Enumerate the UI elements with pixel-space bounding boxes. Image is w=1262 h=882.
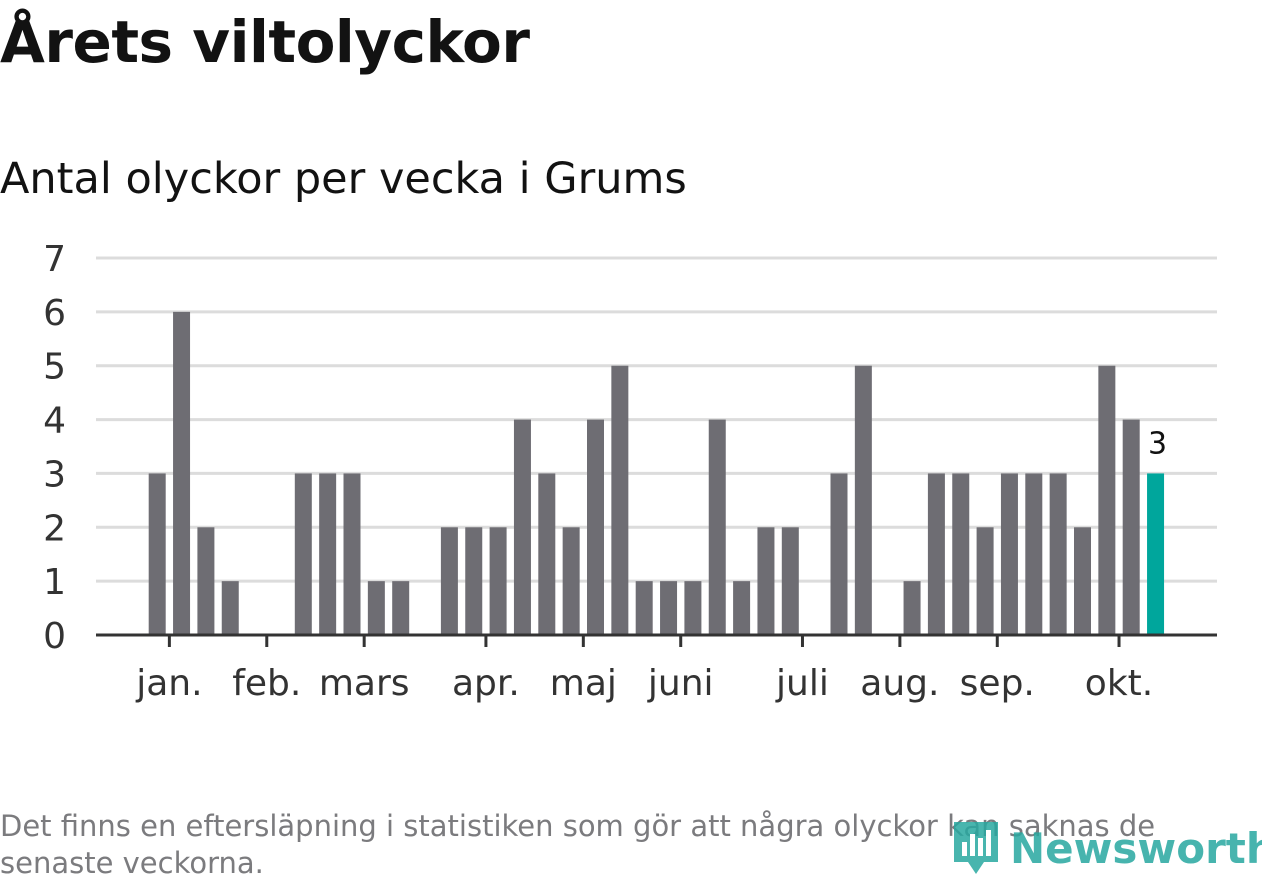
bar-week-41	[1074, 527, 1091, 635]
bar-week-43	[1122, 419, 1140, 635]
bar-week-9	[294, 473, 312, 635]
bar-week-23	[635, 581, 653, 635]
x-tick-label: mars	[319, 663, 410, 704]
x-tick-label: jan.	[135, 663, 202, 704]
x-tick-label: okt.	[1085, 663, 1153, 704]
x-tick-label: sep.	[960, 663, 1035, 704]
bar-week-32	[854, 365, 872, 635]
bar-week-42	[1098, 365, 1116, 635]
bar-week-27	[733, 581, 751, 635]
bar-week-19	[538, 473, 556, 635]
y-tick-label: 2	[43, 508, 66, 549]
y-tick-label: 5	[43, 347, 66, 388]
y-tick-label: 4	[43, 401, 66, 442]
bar-week-39	[1025, 473, 1043, 635]
bar-week-16	[465, 527, 483, 635]
bar-week-26	[708, 419, 726, 635]
bar-week-18	[513, 419, 531, 635]
bar-week-15	[440, 527, 458, 635]
bar-week-29	[781, 527, 799, 635]
bar-week-12	[367, 581, 385, 635]
x-tick-label: apr.	[452, 663, 520, 704]
bar-week-11	[343, 473, 361, 635]
bar-chart: 0 1 2 3 4 5 6 7 3 jan. feb. mars apr. maj juni juli au…	[43, 239, 1217, 704]
y-tick-label: 1	[43, 562, 66, 603]
y-tick-label: 7	[43, 239, 66, 280]
bar-week-37	[976, 527, 994, 635]
y-tick-label: 3	[43, 454, 66, 495]
x-tick-label: maj	[550, 663, 617, 704]
chart-subtitle: Antal olyckor per vecka i Grums	[0, 154, 687, 204]
bar-week-20	[562, 527, 580, 635]
chart-title: Årets viltolyckor	[0, 8, 530, 76]
bar-week-36	[952, 473, 970, 635]
highlight-value-label: 3	[1148, 426, 1167, 461]
bar-week-22	[611, 365, 629, 635]
x-tick-label: juli	[775, 663, 829, 704]
bar-week-24	[660, 581, 678, 635]
bar-week-31	[830, 473, 848, 635]
y-tick-label: 6	[43, 293, 66, 334]
bar-week-6	[221, 581, 239, 635]
x-tick-label: aug.	[860, 663, 939, 704]
y-tick-label: 0	[43, 616, 66, 657]
y-axis-ticks: 0 1 2 3 4 5 6 7	[43, 239, 66, 657]
bar-week-40	[1049, 473, 1067, 635]
bar-week-5	[197, 527, 215, 635]
bar-highlight-week-44	[1147, 473, 1165, 635]
bar-week-35	[927, 473, 945, 635]
bar-week-3	[148, 473, 166, 635]
bar-week-25	[684, 581, 702, 635]
bar-week-21	[587, 419, 604, 635]
x-axis: jan. feb. mars apr. maj juni juli aug. sep. okt.	[96, 633, 1217, 704]
x-tick-label: feb.	[232, 663, 301, 704]
bar-week-4	[173, 311, 191, 635]
newsworthy-logo: Newsworthy	[950, 818, 1262, 878]
bar-week-28	[757, 527, 775, 635]
logo-text: Newsworthy	[1010, 823, 1262, 873]
bar-week-38	[1000, 473, 1018, 635]
bar-week-13	[392, 581, 410, 635]
gridlines	[96, 256, 1217, 583]
bars: 3	[148, 311, 1167, 635]
bar-week-34	[903, 581, 921, 635]
bar-week-10	[319, 473, 337, 635]
newsworthy-logo-icon	[954, 822, 998, 874]
x-tick-label: juni	[647, 663, 714, 704]
bar-week-17	[489, 527, 507, 635]
